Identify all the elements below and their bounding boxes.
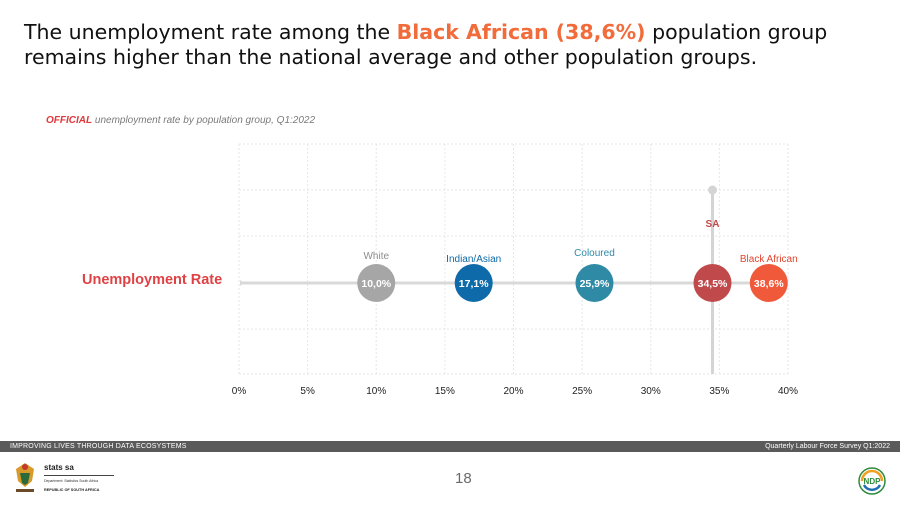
data-series-label: Coloured: [574, 248, 615, 259]
data-series-label: SA: [706, 219, 720, 230]
subtitle-rest: unemployment rate by population group, Q…: [92, 115, 316, 126]
x-tick-label: 0%: [232, 386, 247, 397]
sa-reference-cap: [708, 185, 718, 195]
x-tick-label: 35%: [709, 386, 729, 397]
data-value-label: 34,5%: [698, 278, 728, 290]
ndp-logo-text: NDP: [864, 477, 882, 486]
logo-name: stats sa: [44, 463, 74, 472]
page-number: 18: [455, 470, 472, 487]
headline-part-1: The unemployment rate among the: [24, 20, 397, 44]
x-tick-label: 25%: [572, 386, 592, 397]
slide-headline: The unemployment rate among the Black Af…: [24, 20, 884, 70]
headline-part-2: population group remains higher than the…: [24, 20, 828, 69]
data-point: [454, 264, 493, 302]
data-value-label: 25,9%: [580, 278, 610, 290]
data-series-label: Indian/Asian: [446, 254, 501, 265]
x-tick-label: 5%: [300, 386, 315, 397]
data-point: [693, 264, 732, 302]
subtitle-official: OFFICIAL: [46, 115, 93, 126]
logo-department: Department: Statistics South Africa: [44, 479, 99, 483]
footer-survey-name: Quarterly Labour Force Survey Q1:2022: [765, 443, 890, 450]
row-label-unemployment-rate: Unemployment Rate: [82, 272, 223, 288]
x-tick-label: 10%: [366, 386, 386, 397]
data-point: [749, 264, 788, 302]
track-start-marker: [240, 280, 244, 286]
logo-country: REPUBLIC OF SOUTH AFRICA: [44, 488, 100, 492]
coat-of-arms-icon: [16, 463, 34, 492]
data-value-label: 10,0%: [361, 278, 391, 290]
data-series-label: Black African: [740, 254, 798, 265]
data-value-label: 38,6%: [754, 278, 784, 290]
headline-highlight: Black African (38,6%): [396, 20, 646, 44]
ndp-logo: NDP: [858, 467, 886, 495]
chart-subtitle: OFFICIAL unemployment rate by population…: [46, 115, 315, 126]
data-point: [575, 264, 614, 302]
data-point: [357, 264, 396, 302]
ndp-logo-icon: NDP: [858, 467, 886, 495]
x-tick-label: 30%: [641, 386, 661, 397]
x-tick-label: 20%: [503, 386, 523, 397]
data-series-label: White: [363, 251, 389, 262]
x-tick-label: 40%: [778, 386, 798, 397]
x-tick-label: 15%: [435, 386, 455, 397]
data-value-label: 17,1%: [459, 278, 489, 290]
footer-bar: IMPROVING LIVES THROUGH DATA ECOSYSTEMS …: [0, 441, 900, 452]
unemployment-dot-chart: 0% 5% 10% 15% 20% 25% 30% 35% 40% 10,0% White 17,1%…: [232, 143, 798, 397]
logo-rule: [44, 475, 114, 476]
footer-tagline: IMPROVING LIVES THROUGH DATA ECOSYSTEMS: [10, 443, 187, 450]
stats-sa-logo: stats sa Department: Statistics South Af…: [10, 461, 120, 497]
